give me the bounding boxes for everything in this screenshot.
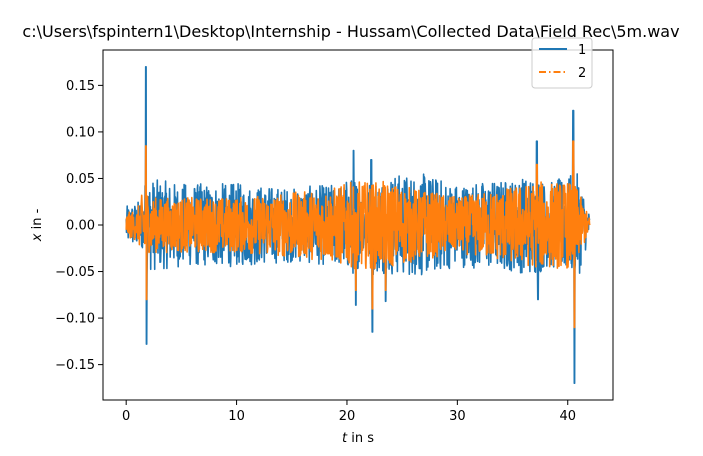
x-tick-label: 0 [122,409,130,424]
x-tick-label: 40 [559,409,576,424]
y-tick-label: 0.15 [66,79,95,94]
legend: 1 2 [531,37,593,89]
y-tick-label: −0.15 [55,358,95,373]
x-tick-label: 10 [228,409,245,424]
legend-label-series-2: 2 [578,66,586,81]
legend-box [531,37,593,89]
series-line-2 [125,140,591,329]
y-tick-label: 0.10 [66,125,95,140]
chart-title: c:\Users\fspintern1\Desktop\Internship -… [22,22,679,41]
x-tick-label: 20 [339,409,356,424]
legend-label-series-1: 1 [578,43,586,58]
y-tick-label: 0.05 [66,172,95,187]
x-axis-label: t in s [342,431,374,446]
y-tick-label: −0.05 [55,265,95,280]
y-tick-label: 0.00 [66,219,95,234]
y-tick-label: −0.10 [55,312,95,327]
x-tick-label: 30 [449,409,466,424]
y-axis-label: x in - [30,208,45,242]
x-axis-ticks: 0 10 20 30 40 [122,400,576,424]
y-axis-ticks: −0.15 −0.10 −0.05 0.00 0.05 0.10 0.15 [55,79,103,373]
plot-area [102,49,614,401]
